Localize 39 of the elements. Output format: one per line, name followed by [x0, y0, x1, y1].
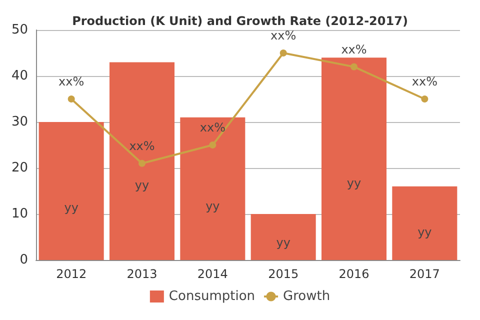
- x-tick-label: 2012: [56, 267, 87, 281]
- point: [68, 96, 75, 102]
- y-tick-label: 50: [11, 22, 28, 38]
- data-label: yy: [276, 236, 290, 250]
- data-label: xx%: [412, 74, 438, 88]
- data-label: yy: [134, 178, 150, 192]
- chart-title: Production (K Unit) and Growth Rate (2012-2017): [72, 14, 408, 28]
- point: [209, 142, 216, 148]
- bar: [180, 117, 246, 260]
- legend-label: Growth: [283, 289, 330, 304]
- x-tick-label: 2016: [338, 267, 370, 281]
- x-tick-label: 2015: [268, 267, 299, 281]
- bar: [109, 62, 175, 260]
- data-label: xx%: [200, 120, 226, 134]
- data-label: yy: [346, 176, 362, 190]
- y-tick-label: 10: [11, 206, 28, 222]
- data-label: xx%: [270, 28, 296, 42]
- point: [421, 96, 428, 102]
- data-label: yy: [64, 200, 78, 215]
- data-label: xx%: [341, 42, 367, 56]
- data-label: yy: [206, 198, 220, 213]
- data-label: xx%: [58, 74, 84, 88]
- bar: [321, 58, 387, 260]
- bar: [392, 186, 458, 260]
- point: [350, 63, 358, 70]
- y-tick-label: 40: [11, 68, 28, 84]
- bar: [250, 214, 316, 260]
- point: [280, 50, 287, 56]
- x-tick-label: 2017: [409, 267, 440, 281]
- legend-label: Consumption: [168, 289, 256, 304]
- x-tick-label: 2014: [197, 267, 228, 281]
- y-tick-label: 20: [11, 160, 28, 176]
- data-label: xx%: [129, 138, 155, 153]
- point: [138, 160, 146, 167]
- y-tick-label: 0: [20, 252, 28, 268]
- bar: [38, 122, 104, 260]
- data-label: yy: [418, 225, 432, 240]
- x-tick-label: 2013: [126, 267, 158, 281]
- y-tick-label: 30: [11, 114, 28, 130]
